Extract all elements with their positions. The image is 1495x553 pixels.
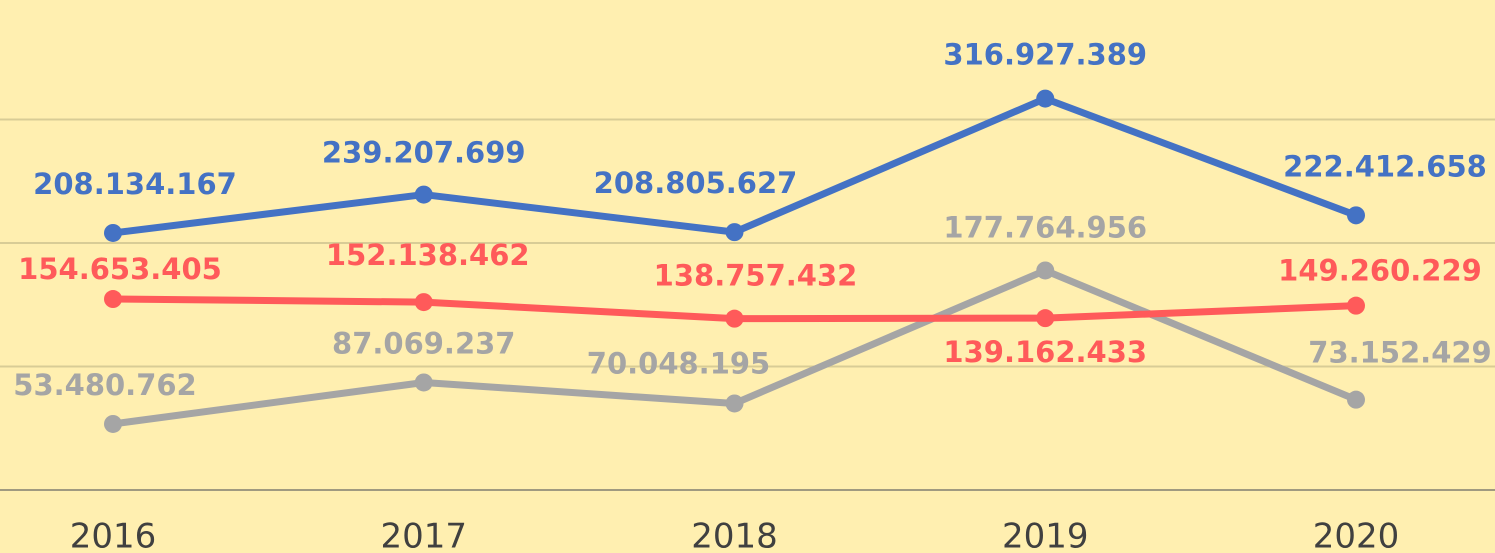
data-label: 70.048.195 (587, 346, 770, 380)
data-label: 208.805.627 (594, 166, 798, 200)
data-label: 239.207.699 (322, 136, 526, 170)
data-label: 177.764.956 (943, 210, 1147, 244)
data-label: 149.260.229 (1278, 254, 1482, 288)
data-label: 222.412.658 (1283, 149, 1487, 183)
point (414, 293, 433, 312)
point (725, 394, 744, 413)
data-label: 138.757.432 (654, 259, 858, 293)
x-tick-label: 2018 (691, 517, 778, 553)
point (1347, 296, 1365, 315)
data-label: 154.653.405 (18, 252, 222, 286)
point (1347, 390, 1365, 409)
data-label: 53.480.762 (13, 368, 196, 402)
point (725, 223, 744, 242)
x-tick-label: 2020 (1313, 517, 1400, 553)
point (725, 309, 744, 328)
point (1036, 89, 1055, 108)
data-label: 152.138.462 (326, 238, 530, 272)
data-label: 316.927.389 (943, 38, 1147, 72)
point (414, 373, 433, 392)
x-tick-label: 2016 (70, 517, 157, 553)
point (1036, 261, 1055, 280)
point (414, 185, 433, 204)
point (104, 414, 122, 433)
data-label: 139.162.433 (943, 335, 1147, 369)
x-tick-label: 2017 (380, 517, 467, 553)
point (104, 223, 122, 242)
point (104, 290, 122, 309)
data-label: 73.152.429 (1308, 336, 1491, 370)
point (1347, 206, 1365, 225)
data-label: 87.069.237 (332, 326, 515, 360)
point (1036, 309, 1055, 328)
x-tick-label: 2019 (1002, 517, 1089, 553)
data-label: 208.134.167 (33, 167, 237, 201)
